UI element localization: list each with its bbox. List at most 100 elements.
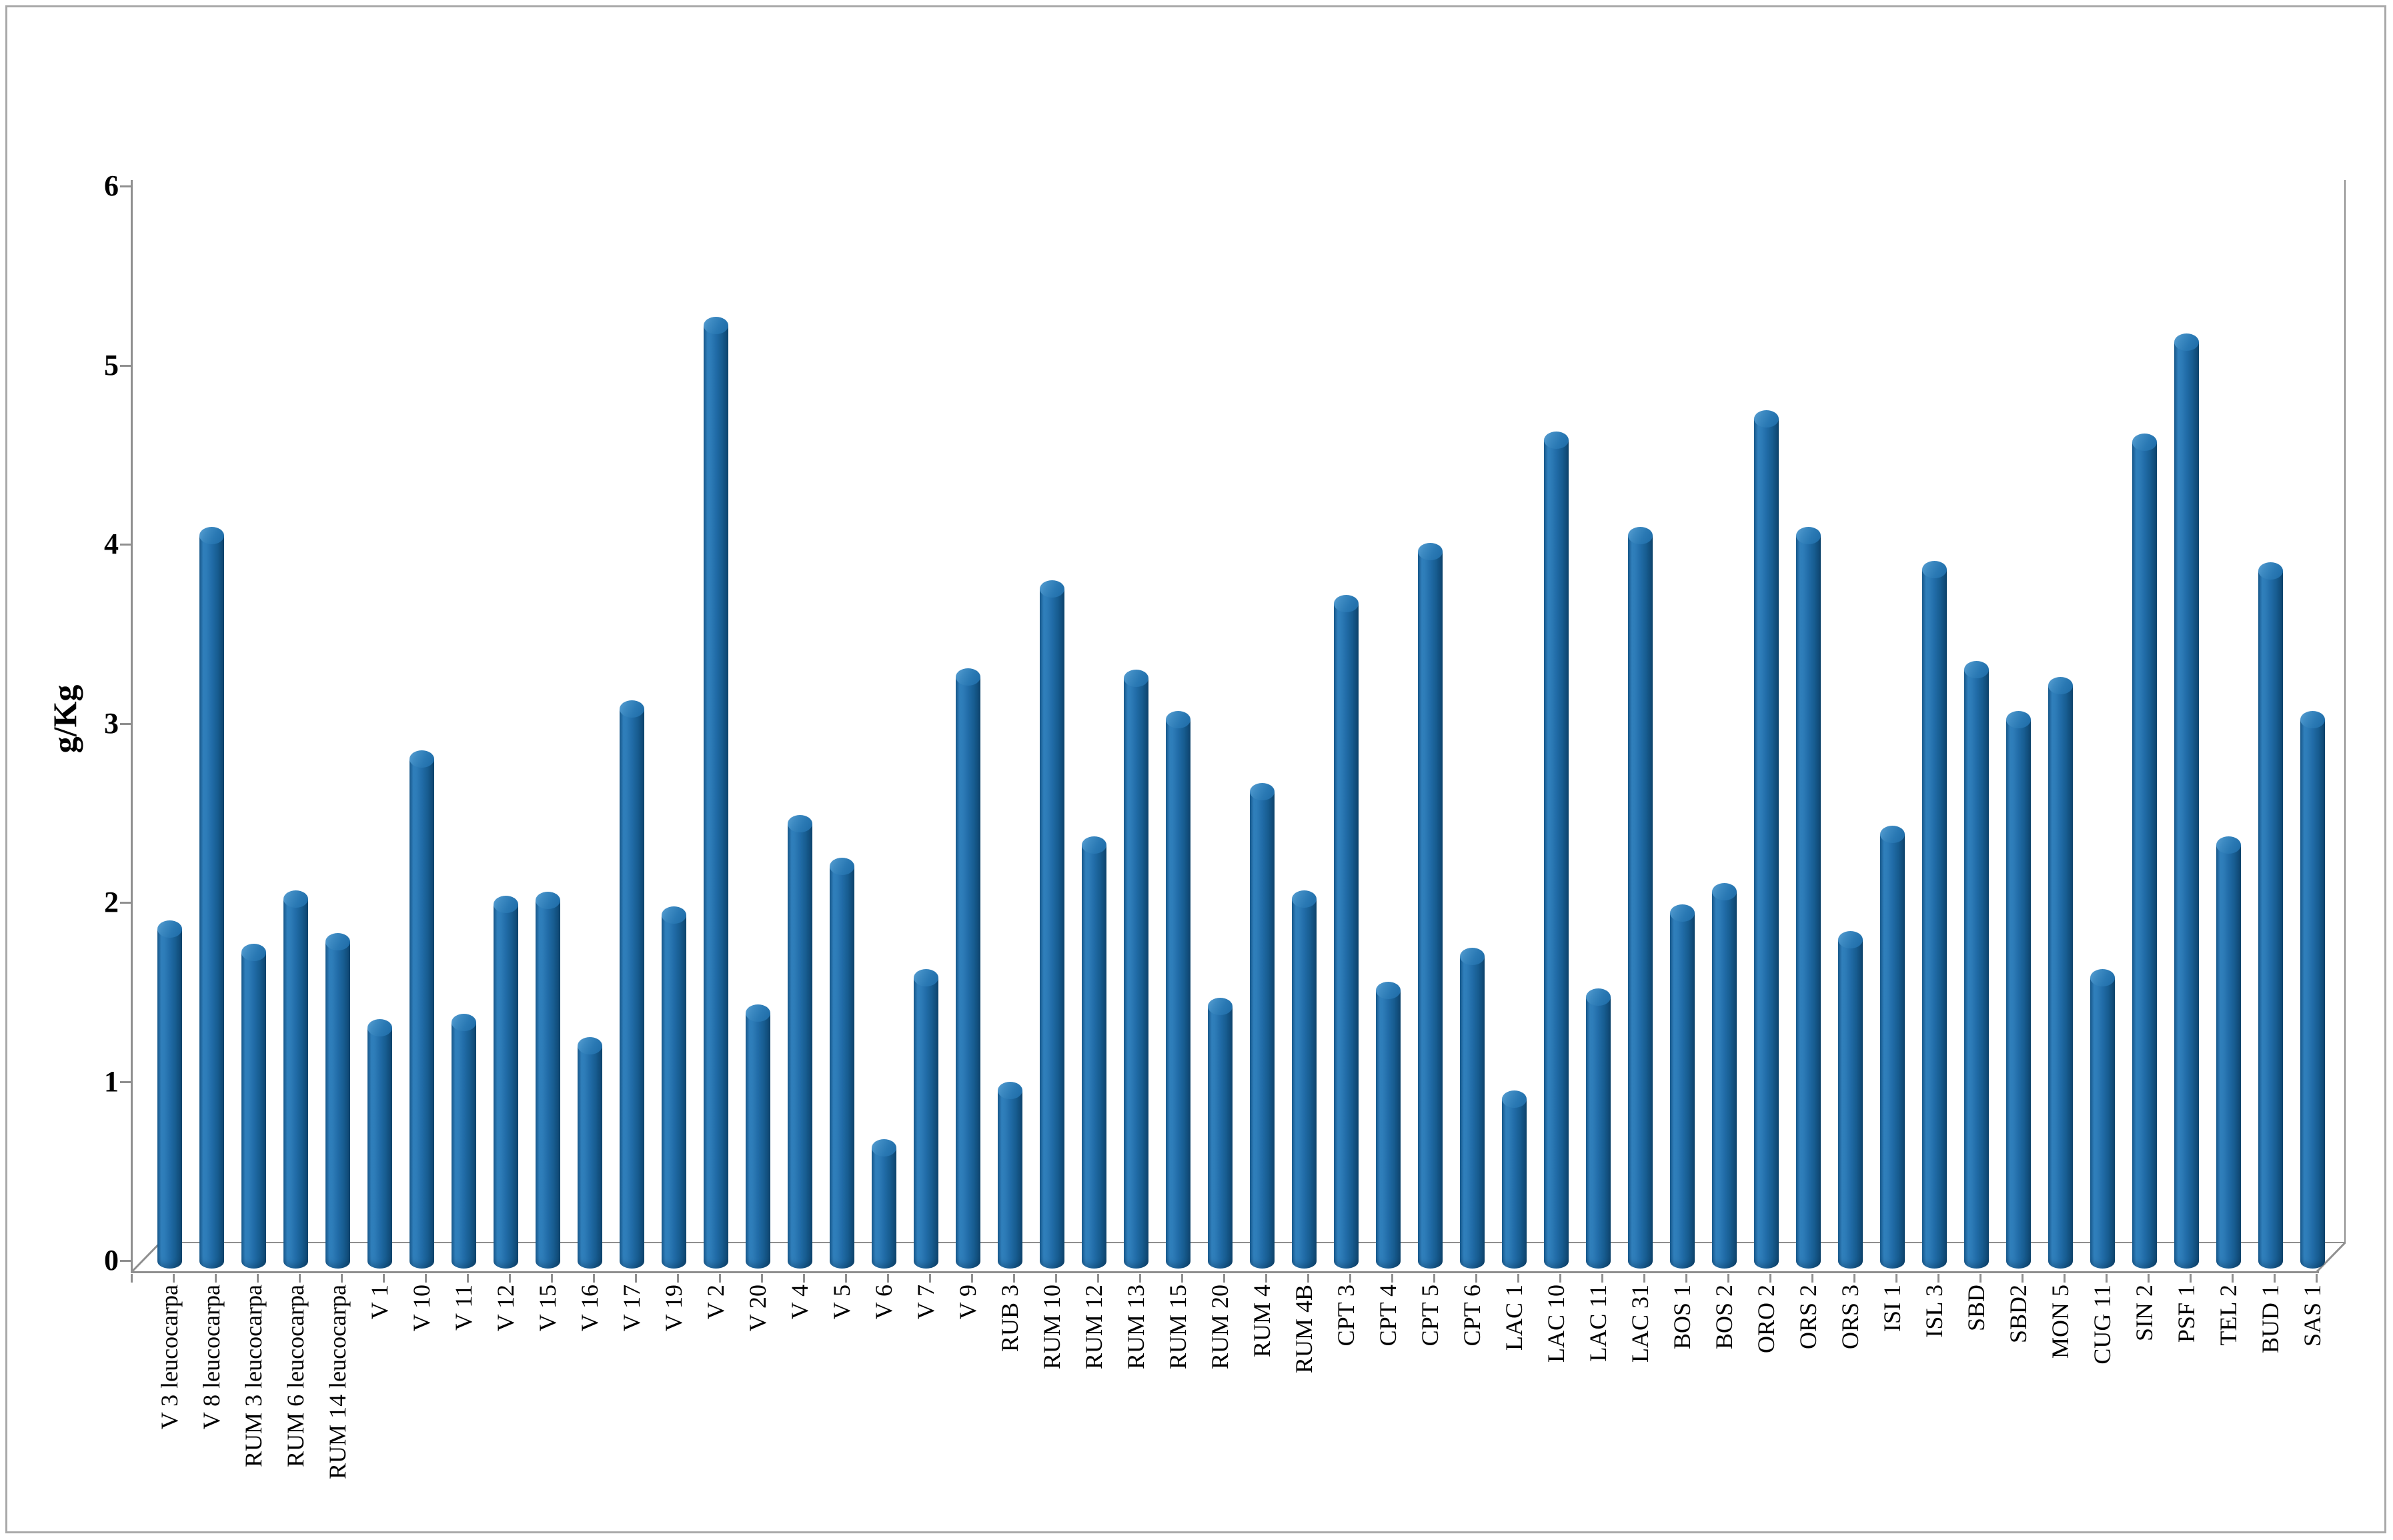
bar-top-cap xyxy=(283,890,308,908)
y-axis-tick xyxy=(120,722,131,725)
bar-top-cap xyxy=(157,920,182,938)
bar-top-cap xyxy=(1123,670,1148,688)
bar-top-cap xyxy=(2258,562,2283,580)
bar xyxy=(1333,594,1359,1269)
floor-left-diagonal xyxy=(130,1242,161,1273)
x-axis-tick xyxy=(551,1274,553,1283)
bar xyxy=(1165,711,1190,1269)
bar-top-cap xyxy=(1039,580,1064,598)
bar xyxy=(1501,1090,1527,1269)
x-axis-tick xyxy=(929,1274,931,1283)
bar-top-cap xyxy=(619,700,644,718)
bar-top-cap xyxy=(2006,711,2031,729)
x-axis-category-label: RUM 3 leucocarpa xyxy=(240,1285,267,1467)
bar-top-cap xyxy=(1375,981,1401,999)
bar xyxy=(703,317,728,1269)
bar xyxy=(1879,825,1905,1269)
x-axis-tick xyxy=(425,1274,427,1283)
x-axis-tick xyxy=(2274,1274,2276,1283)
x-axis-tick xyxy=(1475,1274,1477,1283)
bar xyxy=(955,668,980,1269)
bar-top-cap xyxy=(2132,433,2157,451)
bar-top-cap xyxy=(325,933,350,951)
x-axis-tick xyxy=(1097,1274,1099,1283)
x-axis-category-label: SAS 1 xyxy=(2299,1285,2326,1347)
bar-top-cap xyxy=(493,895,518,913)
bar xyxy=(283,890,308,1269)
bar-top-cap xyxy=(1921,560,1947,578)
bar-top-cap xyxy=(703,317,728,335)
x-axis-category-label: V 10 xyxy=(408,1285,435,1332)
y-axis-tick-label: 2 xyxy=(104,886,119,918)
bar-top-cap xyxy=(661,906,686,924)
bar xyxy=(199,526,224,1269)
x-axis-tick xyxy=(1727,1274,1729,1283)
x-axis-category-label: ISI 1 xyxy=(1879,1285,1905,1332)
bar xyxy=(1543,432,1569,1269)
x-axis-tick xyxy=(215,1274,217,1283)
bar xyxy=(1627,526,1653,1269)
bar-top-cap xyxy=(1585,988,1611,1006)
bar xyxy=(1039,580,1064,1269)
x-axis-tick xyxy=(2064,1274,2066,1283)
bar xyxy=(1291,890,1317,1269)
bar-top-cap xyxy=(1543,432,1569,450)
bar-top-cap xyxy=(241,944,266,962)
x-axis-category-label: RUM 4 xyxy=(1249,1285,1275,1358)
x-axis-tick xyxy=(2190,1274,2192,1283)
x-axis-tick xyxy=(1517,1274,1519,1283)
bar-top-cap xyxy=(871,1138,896,1157)
x-axis-tick xyxy=(173,1274,175,1283)
bar-top-cap xyxy=(2048,677,2073,695)
x-axis-category-label: V 3 leucocarpa xyxy=(156,1285,183,1430)
right-wall-line xyxy=(2344,180,2346,1243)
bar xyxy=(871,1138,896,1269)
bar-top-cap xyxy=(997,1081,1022,1099)
bar xyxy=(619,700,644,1269)
x-axis-tick xyxy=(341,1274,343,1283)
x-axis-category-label: RUM 15 xyxy=(1164,1285,1191,1370)
bar-top-cap xyxy=(577,1036,602,1054)
bar xyxy=(1123,670,1148,1269)
bar-top-cap xyxy=(955,668,980,686)
x-axis-category-label: SBD2 xyxy=(2005,1285,2032,1344)
bar-top-cap xyxy=(1711,882,1737,900)
bar-top-cap xyxy=(1879,825,1905,843)
bar xyxy=(1207,997,1233,1269)
bar xyxy=(1249,782,1275,1269)
bar xyxy=(1795,526,1821,1269)
bar xyxy=(1963,660,1989,1269)
x-axis-tick xyxy=(1349,1274,1351,1283)
y-axis-tick xyxy=(120,544,131,546)
y-axis-tick-label: 3 xyxy=(104,706,119,740)
x-axis-tick xyxy=(467,1274,469,1283)
bar xyxy=(2090,968,2115,1269)
bar-top-cap xyxy=(1291,890,1317,908)
x-axis-category-label: PSF 1 xyxy=(2173,1285,2200,1343)
bar xyxy=(1417,542,1443,1269)
x-axis-tick xyxy=(1307,1274,1309,1283)
x-axis-tick xyxy=(887,1274,889,1283)
y-axis-tick xyxy=(120,902,131,904)
x-axis-tick xyxy=(1559,1274,1561,1283)
x-axis-tick xyxy=(719,1274,721,1283)
bar-top-cap xyxy=(1165,711,1190,729)
x-axis-tick xyxy=(1643,1274,1645,1283)
x-axis-tick xyxy=(299,1274,301,1283)
x-axis-tick xyxy=(2232,1274,2234,1283)
x-axis-category-label: V 16 xyxy=(576,1285,603,1332)
x-axis-category-label: V 11 xyxy=(450,1285,477,1331)
x-axis-category-label: RUM 4B xyxy=(1291,1285,1317,1374)
y-axis-tick-label: 5 xyxy=(104,348,119,381)
bar xyxy=(535,892,560,1269)
bar-top-cap xyxy=(451,1013,476,1031)
x-axis-tick xyxy=(845,1274,847,1283)
x-axis-category-label: V 19 xyxy=(660,1285,687,1332)
x-axis-tick xyxy=(677,1274,679,1283)
bar xyxy=(1753,410,1779,1269)
x-axis-tick xyxy=(2022,1274,2024,1283)
bar-top-cap xyxy=(745,1004,770,1022)
x-axis-category-label: ORO 2 xyxy=(1753,1285,1779,1354)
